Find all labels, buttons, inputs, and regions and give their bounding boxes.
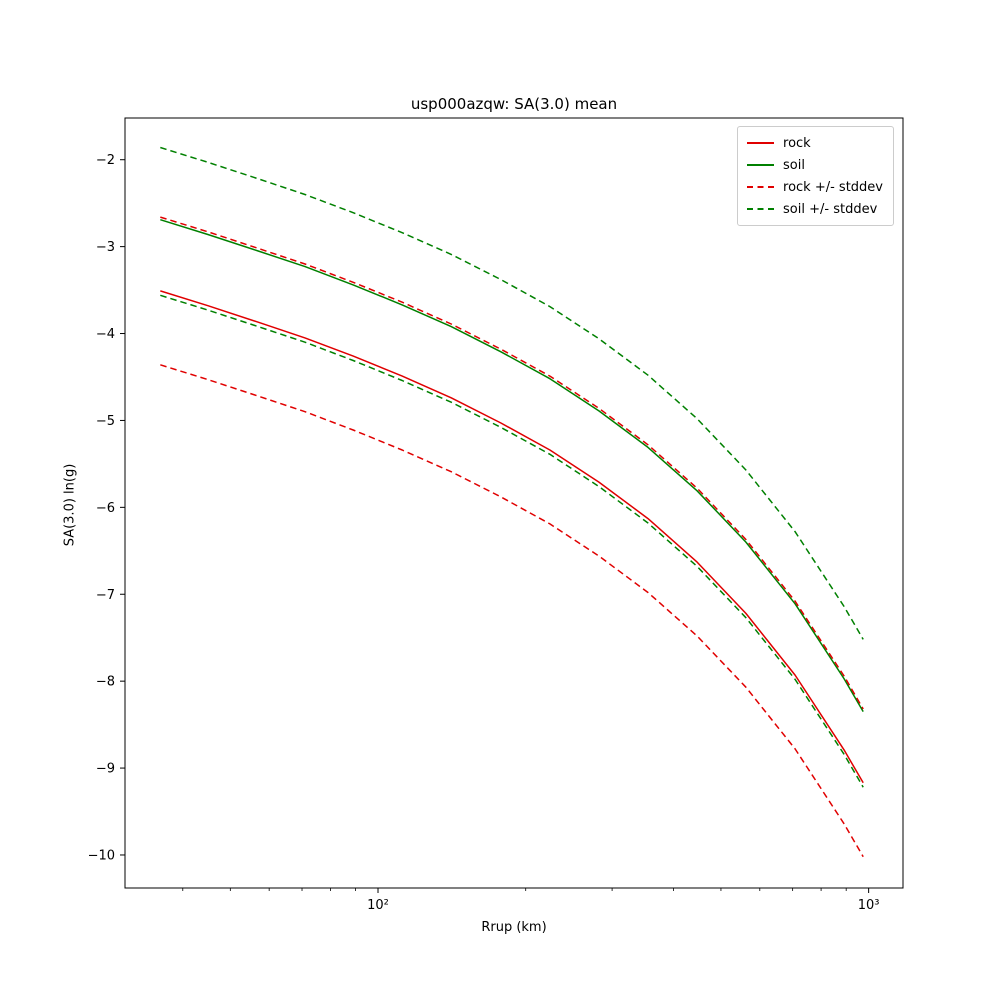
legend-line-rock (747, 142, 775, 144)
x-axis-label: Rrup (km) (481, 920, 547, 935)
y-tick-label: −4 (96, 327, 115, 342)
curve-rock (160, 290, 864, 784)
y-tick-label: −6 (96, 501, 115, 516)
legend-item-soil: soil (747, 154, 883, 176)
y-tick-label: −9 (96, 762, 115, 777)
legend-item-rock: rock (747, 132, 883, 154)
y-tick-label: −8 (96, 675, 115, 690)
curve-rock_minus_stddev (160, 364, 864, 858)
y-tick-label: −2 (96, 153, 115, 168)
legend: rock soil rock +/- stddev soil +/- stdde… (737, 126, 894, 226)
curve-soil_plus_stddev (160, 146, 864, 640)
legend-label-rock-stddev: rock +/- stddev (783, 179, 883, 195)
curve-rock_plus_stddev (160, 216, 864, 710)
legend-line-soil-stddev (747, 208, 775, 210)
legend-item-rock-stddev: rock +/- stddev (747, 176, 883, 198)
legend-item-soil-stddev: soil +/- stddev (747, 198, 883, 220)
y-tick-label: −5 (96, 414, 115, 429)
curve-soil_minus_stddev (160, 294, 864, 788)
legend-label-rock: rock (783, 135, 811, 151)
y-tick-label: −7 (96, 588, 115, 603)
y-tick-label: −3 (96, 240, 115, 255)
axes-frame (124, 117, 904, 889)
legend-line-rock-stddev (747, 186, 775, 188)
legend-label-soil-stddev: soil +/- stddev (783, 201, 878, 217)
x-tick-label: 10³ (858, 898, 880, 913)
y-tick-label: −10 (88, 848, 115, 863)
legend-label-soil: soil (783, 157, 805, 173)
plot-title: usp000azqw: SA(3.0) mean (410, 95, 618, 113)
legend-line-soil (747, 164, 775, 166)
x-tick-label: 10² (367, 898, 389, 913)
curve-soil (160, 218, 864, 712)
